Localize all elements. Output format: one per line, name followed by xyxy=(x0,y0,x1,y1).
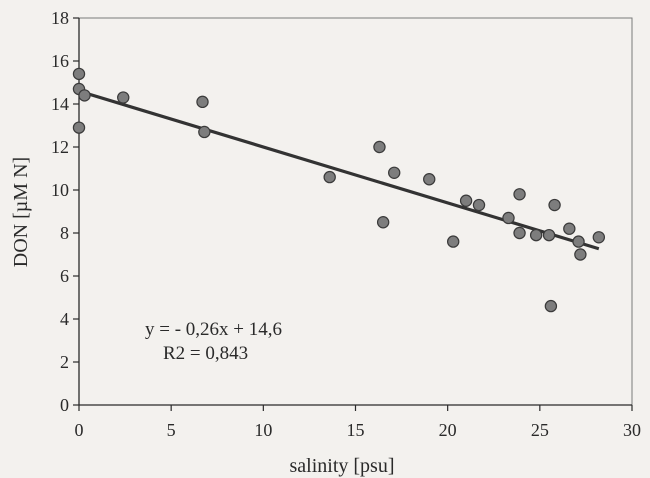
points-group xyxy=(72,67,606,313)
data-point xyxy=(592,231,606,244)
tick-group: 0 5 10 15 20 25 30 0 2 4 6 8 10 12 14 16 18 xyxy=(51,8,641,440)
data-point xyxy=(472,198,486,212)
data-point xyxy=(459,194,473,207)
y-tick-label: 0 xyxy=(60,395,69,415)
data-point xyxy=(572,235,585,248)
y-tick-label: 12 xyxy=(51,137,69,157)
y-tick-label: 6 xyxy=(60,266,69,286)
data-point xyxy=(196,95,209,109)
data-point xyxy=(513,188,526,201)
data-point xyxy=(544,299,558,313)
y-tick-label: 18 xyxy=(51,8,69,28)
r-squared-label: R2 = 0,843 xyxy=(163,343,248,364)
data-point xyxy=(72,67,86,81)
data-point xyxy=(574,248,587,261)
x-tick-label: 20 xyxy=(439,420,457,440)
x-tick-label: 30 xyxy=(623,420,641,440)
data-point xyxy=(323,170,336,184)
x-tick-label: 5 xyxy=(167,420,176,440)
data-point xyxy=(502,211,515,225)
x-tick-label: 25 xyxy=(531,420,549,440)
y-tick-label: 16 xyxy=(51,51,69,71)
data-point xyxy=(563,222,576,235)
y-axis-title: DON [µM N] xyxy=(10,157,32,267)
data-point xyxy=(78,89,91,102)
regression-equation: y = - 0,26x + 14,6 xyxy=(145,319,282,340)
data-point xyxy=(529,228,543,242)
y-tick-label: 8 xyxy=(60,223,69,243)
fit-line-group xyxy=(78,89,600,251)
data-point xyxy=(446,235,460,248)
data-point xyxy=(542,228,556,242)
data-point xyxy=(72,121,86,134)
x-axis-title: salinity [psu] xyxy=(290,455,395,477)
data-point xyxy=(513,226,526,240)
data-point xyxy=(388,166,401,179)
plot-frame xyxy=(78,17,633,406)
y-tick-label: 10 xyxy=(51,180,69,200)
y-tick-label: 4 xyxy=(60,309,69,329)
data-point xyxy=(548,198,561,212)
x-tick-label: 15 xyxy=(347,420,365,440)
regression-line xyxy=(78,89,600,251)
data-point xyxy=(117,91,130,104)
data-point xyxy=(376,216,390,229)
y-tick-label: 14 xyxy=(51,94,69,114)
data-point xyxy=(423,173,436,186)
y-tick-label: 2 xyxy=(60,352,69,372)
x-tick-label: 10 xyxy=(254,420,272,440)
data-point xyxy=(373,140,386,154)
data-point xyxy=(198,125,211,139)
x-tick-label: 0 xyxy=(75,420,84,440)
